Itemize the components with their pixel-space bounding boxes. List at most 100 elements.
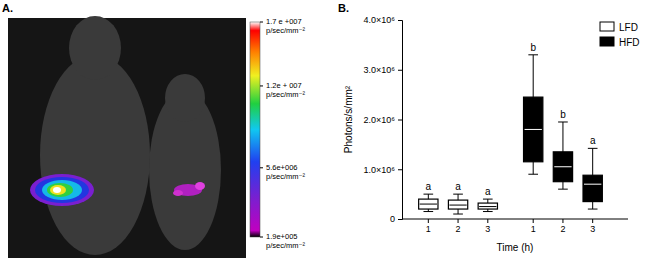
colorbar-unit: p/sec/mm⁻² [266,241,305,250]
y-tick-mark [398,169,402,170]
median [479,206,496,207]
significance-letter: b [560,109,566,120]
signal [173,190,183,196]
y-tick-mark [398,120,402,121]
signal [42,180,82,200]
x-axis-line [402,219,628,220]
whisker-cap [453,194,463,195]
x-tick-label: 1 [531,224,536,234]
figure: A.1.7 e +007p/sec/mm⁻²1.2e + 007p/sec/mm… [0,0,658,258]
signal [50,185,66,195]
colorbar-unit: p/sec/mm⁻² [266,26,305,35]
box [553,122,572,189]
box-body [553,152,572,182]
mouse-silhouette [165,74,205,122]
x-tick-mark [562,219,563,223]
x-tick: 3 [485,219,490,234]
box [583,148,602,209]
whisker-cap [528,54,538,55]
x-tick-label: 2 [456,224,461,234]
box [524,55,543,174]
colorbar-unit: p/sec/mm⁻² [266,172,305,181]
plot-area [419,55,603,214]
x-tick: 1 [426,219,431,234]
significance-letter: a [426,181,432,192]
y-tick-label: 2.0×10⁶ [364,115,396,125]
whisker-cap [588,209,598,210]
mouse-silhouette [69,16,121,80]
signal [30,174,94,206]
legend-swatch [600,37,614,46]
signal [53,187,61,193]
colorbar-tick-label: 1.7 e +007 [266,17,302,26]
x-tick-mark [458,219,459,223]
box-body [524,97,543,162]
legend: LFD HFD [600,22,640,48]
signal [35,177,89,203]
y-tick-mark [398,219,402,220]
box-body [478,203,497,209]
whisker-cap [483,211,493,212]
colorbar-tick [260,167,263,168]
significance-letter: b [530,42,536,53]
x-axis-title: Time (h) [497,242,534,253]
annotations: aaabba [426,42,596,197]
box-body [583,175,602,201]
box-body [419,199,438,209]
median [525,129,542,130]
y-axis-title: Photons/s/mm² [343,85,354,153]
significance-letter: a [455,181,461,192]
whisker-cap [558,121,568,122]
median [554,166,571,167]
box [478,199,497,211]
median [420,204,437,205]
whisker-cap [483,199,493,200]
significance-letter: a [590,135,596,146]
x-tick-mark [428,219,429,223]
x-tick-label: 3 [590,224,595,234]
legend-swatch [600,22,614,31]
image [8,16,246,258]
x-tick-label: 2 [560,224,565,234]
y-tick: 2.0×10⁶ [364,115,402,125]
colorbar-tick-label: 1.9e+005 [266,232,298,241]
whisker-cap [588,148,598,149]
y-tick: 1.0×10⁶ [364,165,402,175]
box [448,194,467,214]
whisker-cap [558,189,568,190]
colorbar-tick [260,85,263,86]
y-axis: 01.0×10⁶2.0×10⁶3.0×10⁶4.0×10⁶ [364,15,403,224]
image-background [8,18,246,258]
panel-title: B. [338,2,349,14]
mouse-silhouette [40,55,150,255]
y-tick-label: 0 [390,214,395,224]
signal [195,182,205,190]
y-tick-label: 1.0×10⁶ [364,165,396,175]
box-body [448,200,467,209]
y-tick-mark [398,70,402,71]
colorbar-tick [260,22,263,23]
colorbar-tick-label: 5.6e+006 [266,163,298,172]
x-tick-label: 3 [485,224,490,234]
median [584,184,601,185]
x-axis: 1 2 3 [426,219,490,234]
whisker-cap [423,211,433,212]
legend-label: LFD [619,22,638,33]
x-tick-mark [487,219,488,223]
x-tick: 1 [531,219,536,234]
y-tick: 0 [390,214,402,224]
colorbar-tick [260,237,263,238]
panel-title: A. [2,2,13,14]
y-tick-mark [398,20,402,21]
whisker-cap [453,214,463,215]
x-tick: 2 [456,219,461,234]
box [419,194,438,211]
colorbar-tick-label: 1.2e + 007 [266,81,302,90]
x-axis: 1 2 3 [531,219,595,234]
x-tick-mark [592,219,593,223]
colorbar-unit: p/sec/mm⁻² [266,90,305,99]
y-tick-label: 4.0×10⁶ [364,15,396,25]
y-tick: 4.0×10⁶ [364,15,402,25]
legend-label: HFD [619,37,640,48]
x-tick-mark [533,219,534,223]
